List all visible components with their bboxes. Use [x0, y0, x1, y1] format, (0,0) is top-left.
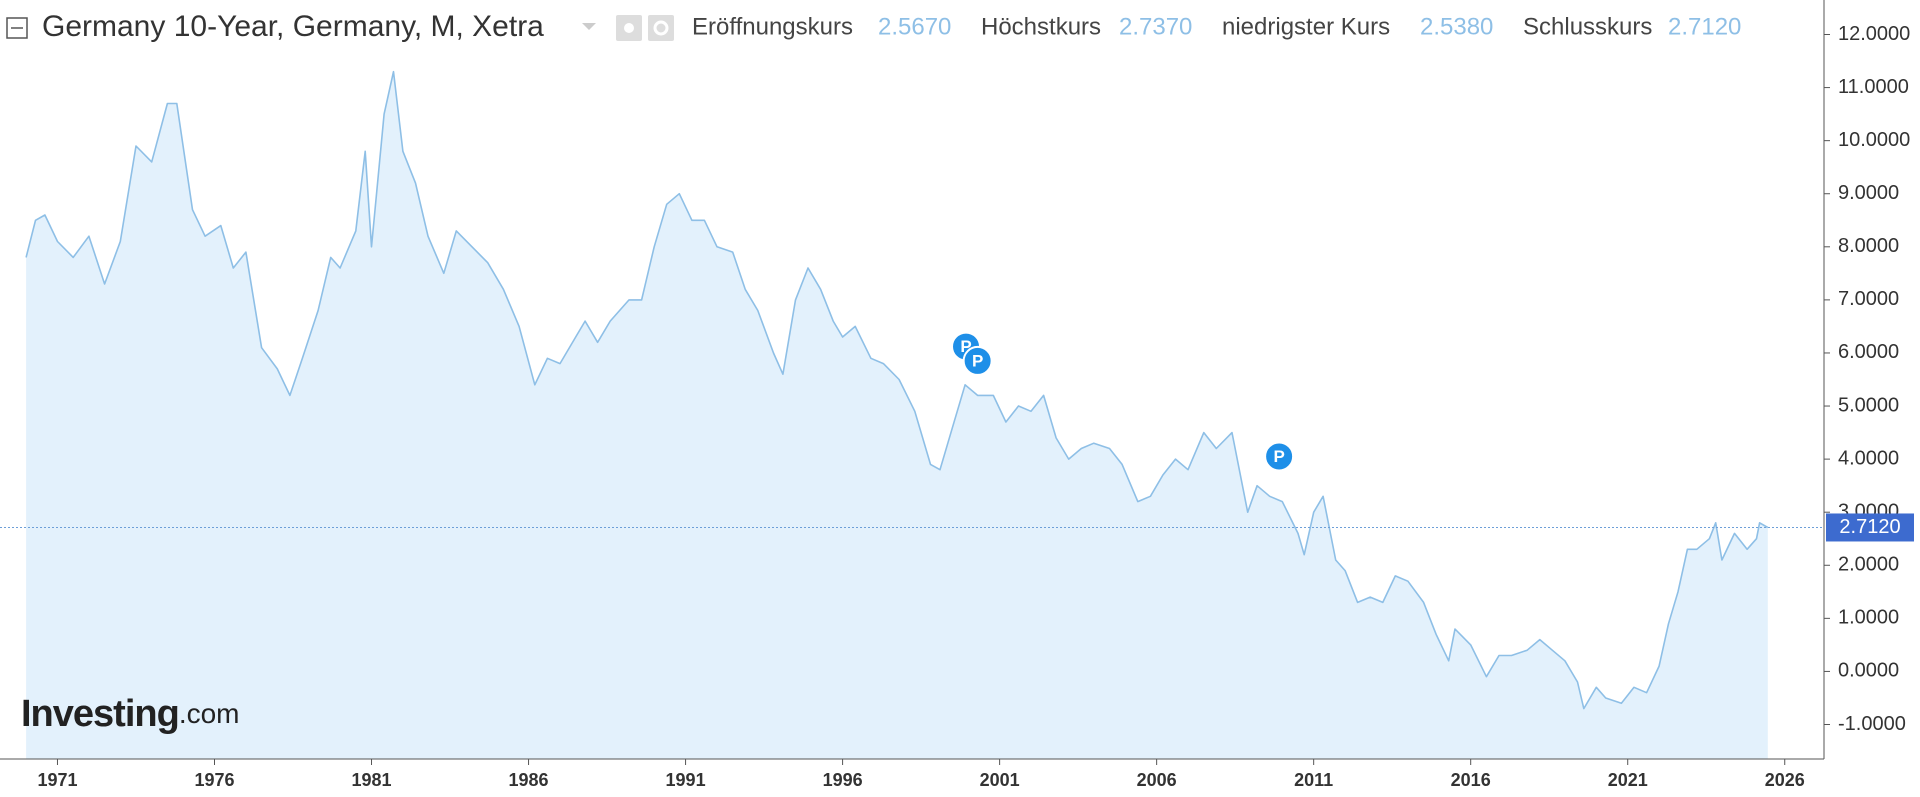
chart-title: Germany 10-Year, Germany, M, Xetra: [42, 10, 544, 43]
quote-value: 2.5380: [1420, 13, 1493, 40]
y-tick-label: 7.0000: [1838, 288, 1899, 310]
settings-icon-dot: [653, 20, 669, 36]
area-fill: [26, 71, 1768, 759]
x-tick-label: 2021: [1608, 770, 1648, 790]
logo-suffix: .com: [179, 698, 240, 729]
eye-icon-dot: [624, 23, 634, 33]
y-tick-label: 8.0000: [1838, 235, 1899, 257]
y-tick-label: 4.0000: [1838, 447, 1899, 469]
x-tick-label: 1971: [37, 770, 77, 790]
quote-value: 2.7120: [1668, 13, 1741, 40]
x-tick-label: 2006: [1137, 770, 1177, 790]
x-tick-label: 2001: [980, 770, 1020, 790]
settings-icon: [648, 15, 674, 41]
annotation-label: P: [1273, 447, 1284, 466]
y-tick-label: 10.0000: [1838, 129, 1910, 151]
x-tick-label: 1986: [509, 770, 549, 790]
y-tick-label: 5.0000: [1838, 394, 1899, 416]
y-tick-label: 12.0000: [1838, 23, 1910, 45]
quote-value: 2.7370: [1119, 13, 1192, 40]
annotation-marker: [1264, 441, 1295, 472]
y-tick-label: 1.0000: [1838, 607, 1899, 629]
y-tick-label: 2.0000: [1838, 554, 1899, 576]
annotation-label: P: [972, 351, 983, 370]
x-tick-label: 2011: [1294, 770, 1333, 790]
last-value-box: [1826, 513, 1914, 542]
x-tick-label: 1981: [351, 770, 391, 790]
x-tick-label: 2026: [1765, 770, 1805, 790]
x-tick-label: 1976: [194, 770, 234, 790]
y-tick-label: 6.0000: [1838, 341, 1899, 363]
quote-label: niedrigster Kurs: [1222, 13, 1390, 40]
annotation-marker: [962, 345, 993, 376]
y-tick-label: 11.0000: [1838, 76, 1909, 98]
dropdown-arrow: [582, 23, 596, 30]
annotation-label: P: [960, 337, 971, 356]
x-tick-label: 2016: [1451, 770, 1491, 790]
logo: Investing.com: [21, 693, 240, 735]
price-line: [25, 70, 1769, 710]
quote-value: 2.5670: [878, 13, 951, 40]
x-tick-label: 1996: [823, 770, 863, 790]
logo-brand: Investing: [21, 693, 179, 735]
y-tick-label: -1.0000: [1838, 713, 1906, 735]
quote-label: Eröffnungskurs: [692, 13, 853, 40]
last-value-label: 2.7120: [1839, 516, 1900, 538]
y-tick-label: 0.0000: [1838, 660, 1899, 682]
quote-label: Höchstkurs: [981, 13, 1101, 40]
quote-label: Schlusskurs: [1523, 13, 1652, 40]
x-tick-label: 1991: [666, 770, 706, 790]
y-tick-label: 9.0000: [1838, 182, 1899, 204]
